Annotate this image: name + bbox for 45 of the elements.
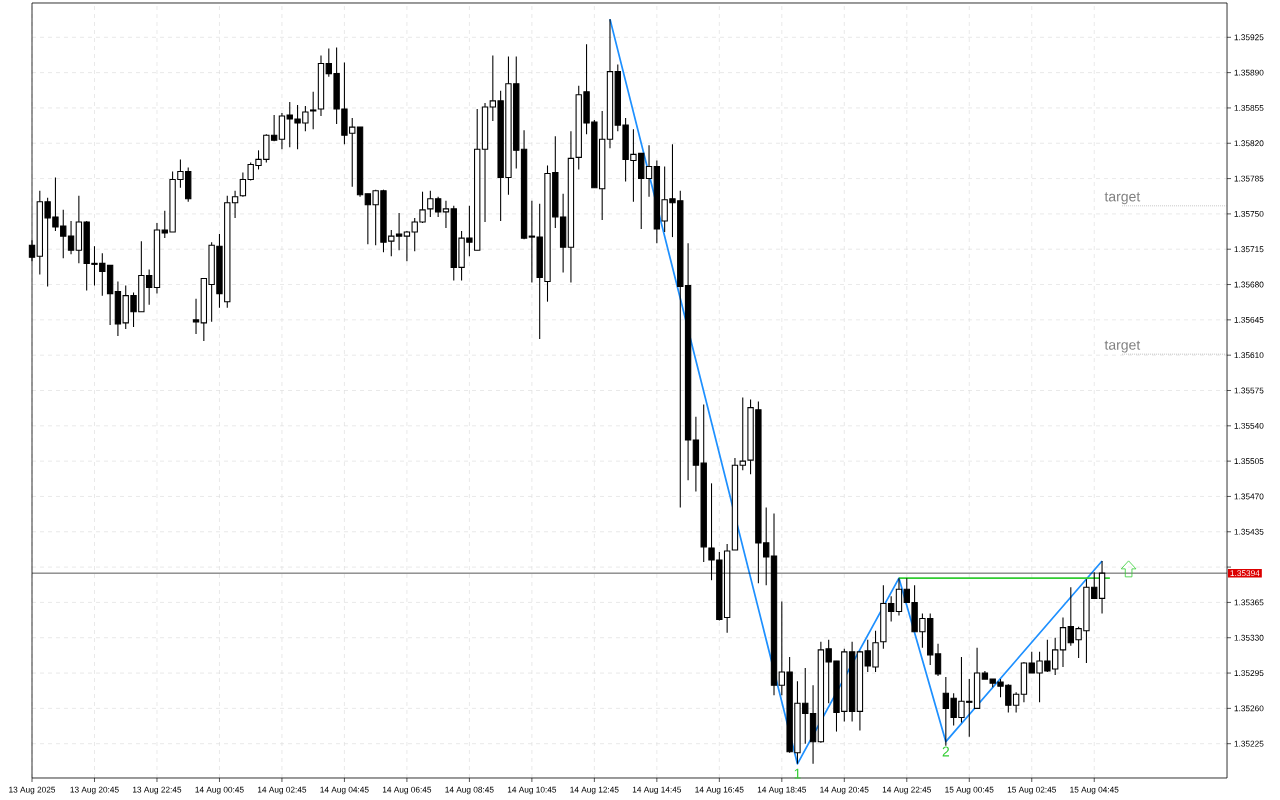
x-tick-label: 14 Aug 14:45 [632, 786, 682, 795]
y-tick-label: 1.35890 [1234, 69, 1264, 76]
x-tick-label: 14 Aug 04:45 [320, 786, 369, 795]
x-tick-label: 13 Aug 2025 [9, 786, 56, 795]
x-tick-label: 14 Aug 10:45 [507, 786, 557, 795]
x-tick-label: 14 Aug 18:45 [757, 786, 807, 795]
y-tick-label: 1.35225 [1234, 740, 1264, 747]
y-tick-label: 1.35680 [1234, 281, 1264, 288]
x-tick-label: 13 Aug 20:45 [70, 786, 119, 795]
candlestick [1059, 617, 1067, 668]
y-tick-label: 1.35540 [1234, 422, 1264, 429]
x-tick-label: 14 Aug 08:45 [445, 786, 494, 795]
x-tick-label: 13 Aug 22:45 [133, 786, 182, 795]
ref-line-label: 1.35394 [1230, 570, 1260, 577]
annotation: 1 [794, 768, 801, 779]
y-tick-label: 1.35925 [1234, 34, 1264, 41]
ref-line-label: target [1104, 340, 1141, 353]
y-tick-label: 1.35435 [1234, 528, 1264, 535]
y-tick-label: 1.35505 [1234, 458, 1264, 465]
x-tick-label: 14 Aug 12:45 [570, 786, 619, 795]
y-tick-label: 1.35855 [1234, 105, 1264, 111]
y-tick-label: 1.35365 [1234, 599, 1264, 606]
y-tick-label: 1.35785 [1234, 175, 1264, 182]
y-tick-label: 1.35645 [1234, 316, 1264, 323]
y-tick-label: 1.35715 [1234, 246, 1264, 253]
x-tick-label: 14 Aug 02:45 [257, 786, 307, 795]
x-tick-label: 15 Aug 04:45 [1070, 786, 1119, 795]
y-tick-label: 1.35750 [1234, 210, 1264, 217]
x-tick-label: 14 Aug 00:45 [195, 786, 244, 795]
x-tick-label: 14 Aug 20:45 [820, 786, 869, 795]
x-tick-label: 14 Aug 22:45 [882, 786, 932, 795]
y-tick-label: 1.35610 [1234, 352, 1264, 359]
y-tick-label: 1.35295 [1234, 670, 1264, 676]
x-tick-label: 15 Aug 00:45 [945, 786, 994, 795]
y-tick-label: 1.35575 [1234, 387, 1264, 394]
y-tick-label: 1.35820 [1234, 140, 1264, 147]
y-tick-label: 1.35260 [1234, 705, 1264, 712]
x-tick-label: 15 Aug 02:45 [1007, 786, 1056, 795]
annotation: 2 [942, 746, 950, 757]
y-tick-label: 1.35330 [1234, 634, 1264, 641]
ref-line-label: target [1104, 192, 1141, 205]
candlestick [192, 298, 200, 335]
x-tick-label: 14 Aug 16:45 [695, 786, 744, 795]
y-tick-label: 1.35470 [1234, 493, 1264, 500]
x-tick-label: 14 Aug 06:45 [382, 786, 432, 795]
